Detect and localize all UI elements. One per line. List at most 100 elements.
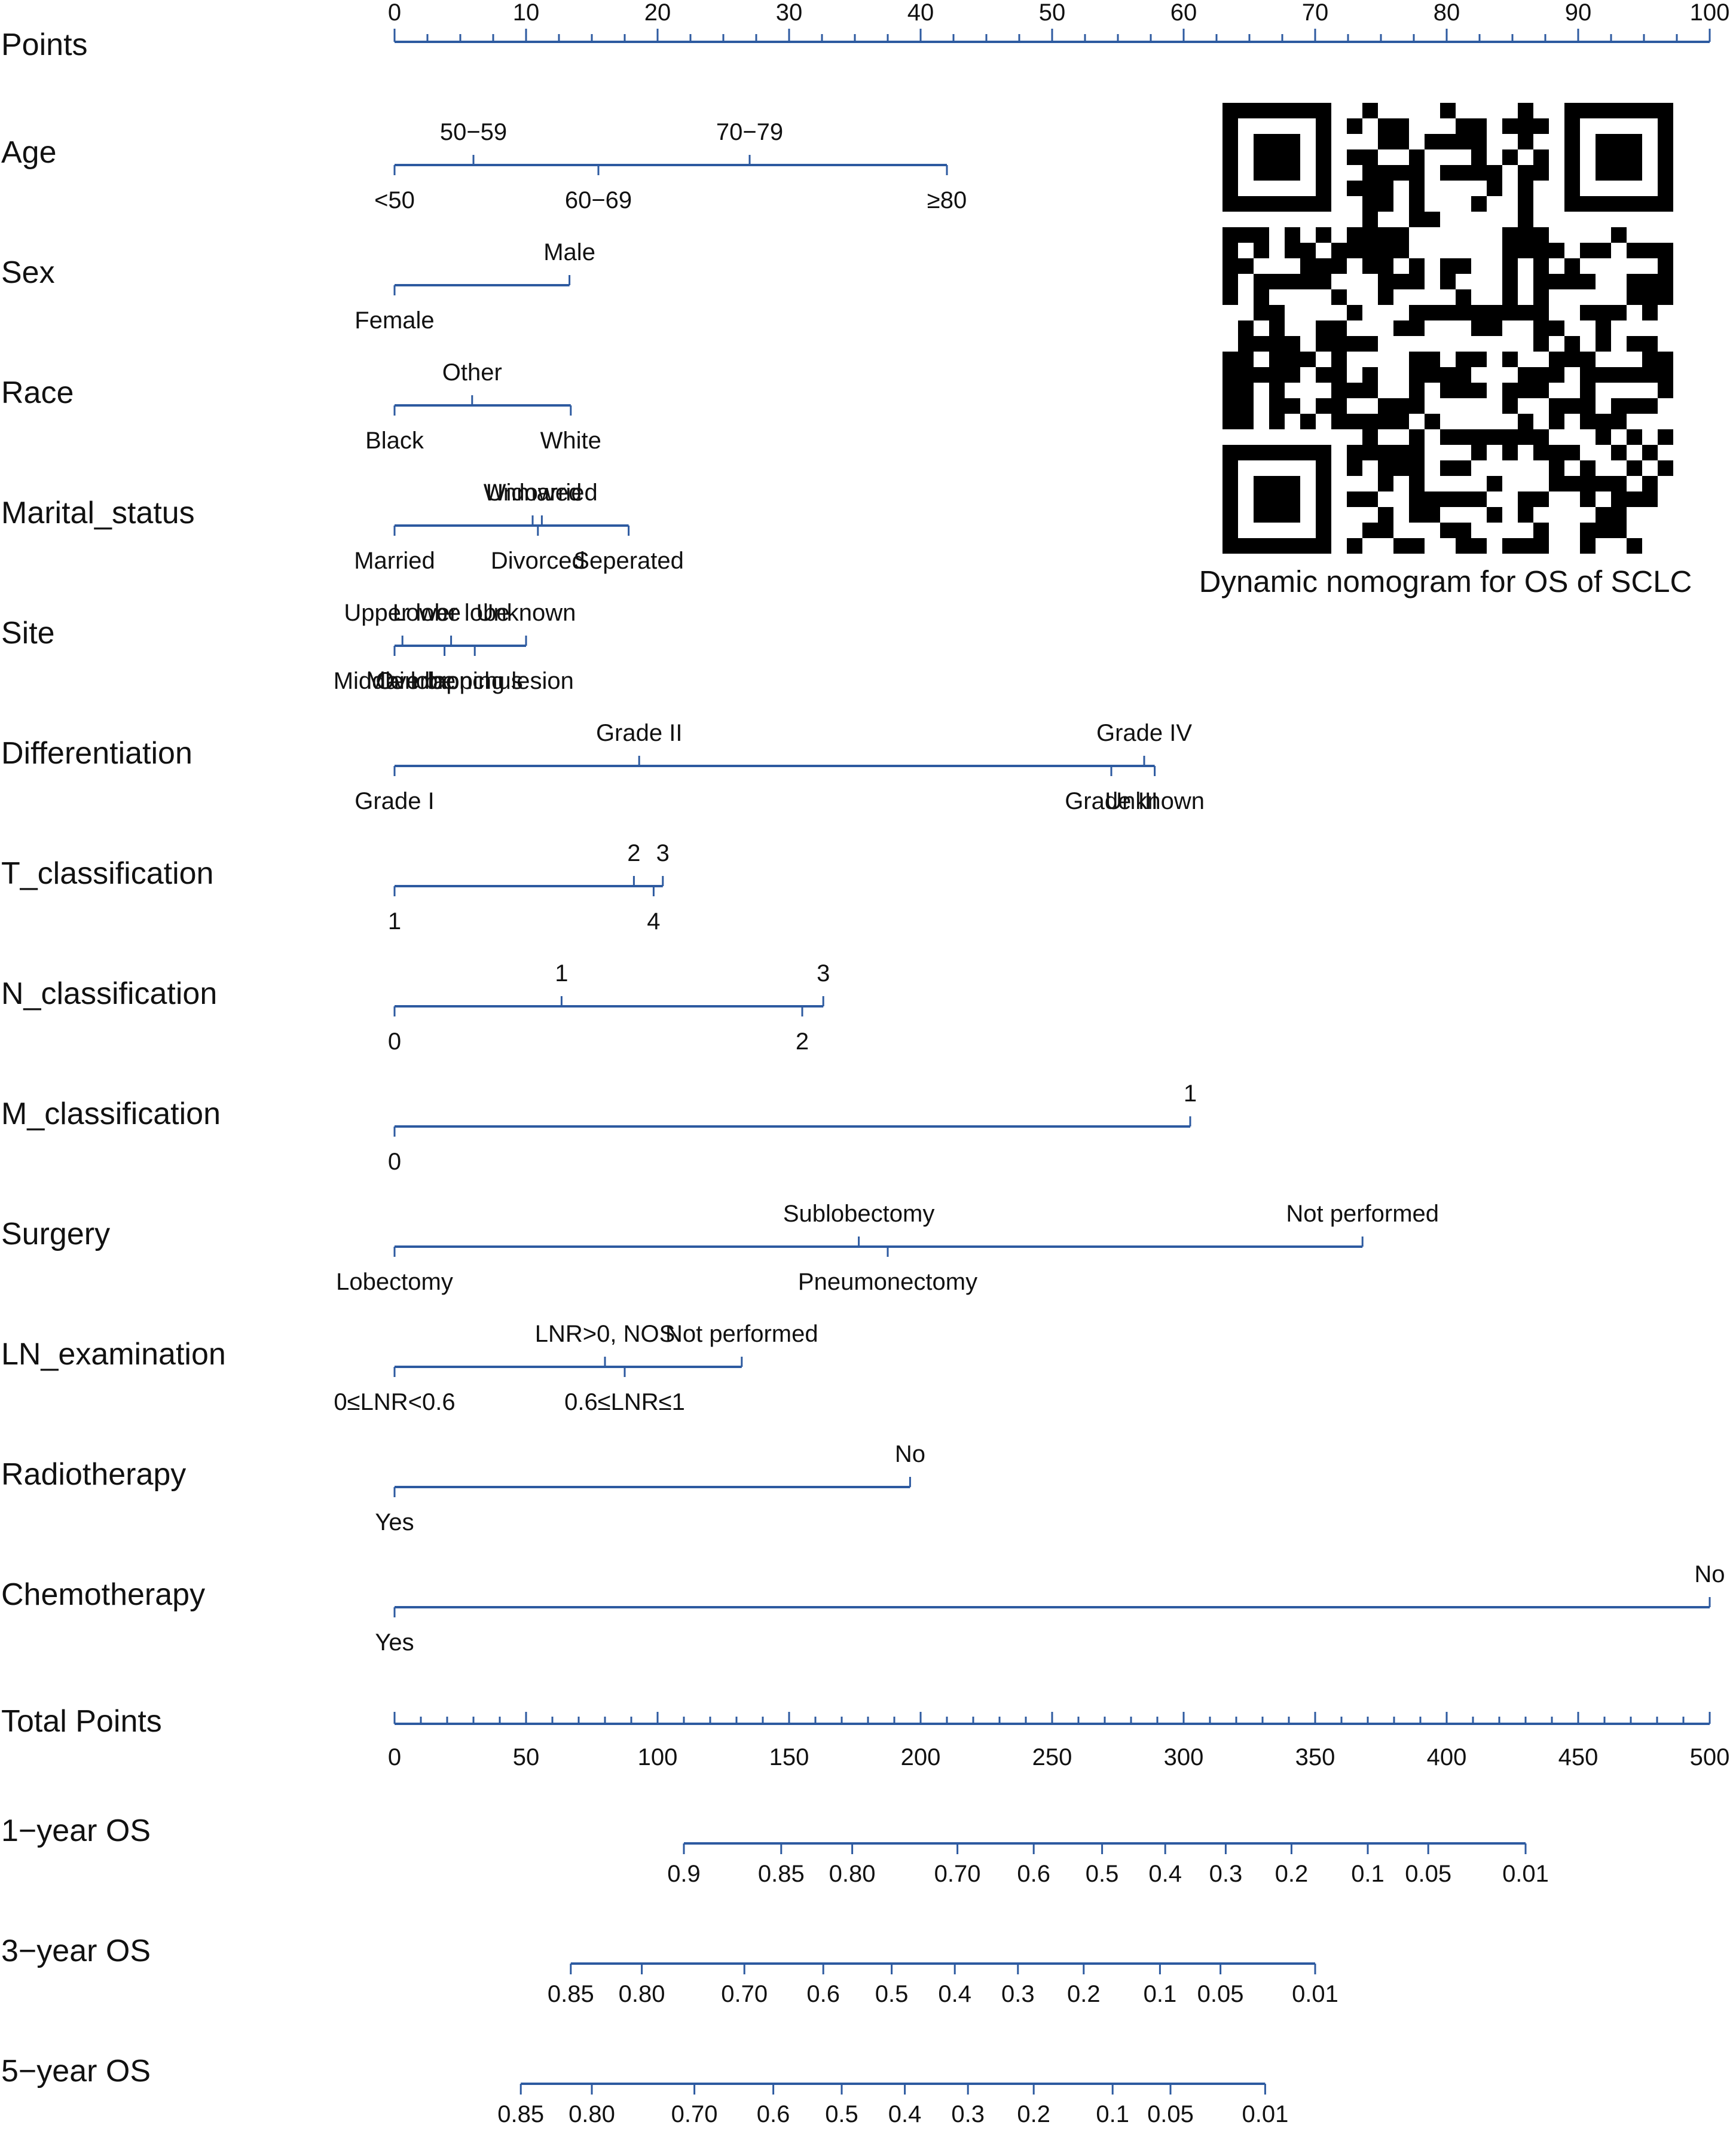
qr-module	[1254, 134, 1269, 149]
qr-module	[1658, 460, 1673, 476]
qr-module	[1285, 538, 1300, 554]
prob-tick-label-5-year-os: 0.2	[1017, 2101, 1050, 2127]
points-axis-tick-label: 30	[776, 0, 803, 26]
qr-module	[1425, 491, 1440, 507]
total-points-axis-tick-label: 150	[769, 1744, 809, 1770]
qr-module	[1502, 429, 1518, 445]
points-axis-tick-label: 50	[1039, 0, 1066, 26]
qr-module	[1658, 134, 1673, 149]
qr-module	[1518, 305, 1533, 320]
qr-module	[1409, 429, 1425, 445]
variable-label-marital-status: Marital_status	[1, 496, 195, 530]
qr-module	[1222, 538, 1238, 554]
qr-module	[1440, 165, 1456, 181]
qr-module	[1611, 227, 1627, 243]
qr-module	[1658, 274, 1673, 289]
prob-tick-label-3-year-os: 0.80	[619, 1981, 665, 2007]
points-axis-tick-label: 100	[1690, 0, 1730, 26]
level-label-surgery: Pneumonectomy	[798, 1269, 977, 1295]
qr-module	[1238, 538, 1254, 554]
qr-module	[1533, 305, 1549, 320]
qr-module	[1518, 367, 1533, 383]
qr-module	[1300, 274, 1316, 289]
total-points-axis-tick-label: 400	[1427, 1744, 1467, 1770]
qr-module	[1238, 320, 1254, 336]
qr-module	[1222, 274, 1238, 289]
qr-module	[1254, 445, 1269, 460]
qr-module	[1440, 258, 1456, 274]
qr-module	[1440, 460, 1456, 476]
qr-module	[1316, 149, 1331, 165]
total-points-axis-tick-label: 450	[1558, 1744, 1599, 1770]
qr-module	[1533, 320, 1549, 336]
qr-module	[1627, 243, 1642, 258]
prob-tick-label-5-year-os: 0.4	[888, 2101, 922, 2127]
variable-label-differentiation: Differentiation	[1, 736, 192, 771]
qr-module	[1611, 398, 1627, 414]
qr-module	[1549, 274, 1564, 289]
qr-module	[1487, 429, 1502, 445]
qr-module	[1378, 243, 1393, 258]
level-label-ln-examination: 0.6≤LNR≤1	[564, 1389, 685, 1415]
prob-tick-label-5-year-os: 0.01	[1242, 2101, 1288, 2127]
qr-module	[1254, 336, 1269, 352]
qr-module	[1222, 165, 1238, 181]
level-label-m-classification: 0	[388, 1149, 401, 1175]
qr-code[interactable]	[1222, 103, 1673, 554]
qr-module	[1285, 445, 1300, 460]
qr-module	[1316, 181, 1331, 196]
qr-module	[1564, 134, 1580, 149]
qr-module	[1269, 476, 1285, 491]
total-points-axis-tick-label: 350	[1295, 1744, 1335, 1770]
qr-module	[1627, 429, 1642, 445]
qr-module	[1393, 134, 1409, 149]
qr-module	[1518, 538, 1533, 554]
level-label-race: Other	[442, 359, 502, 386]
qr-module	[1658, 196, 1673, 212]
level-label-race: White	[540, 428, 601, 454]
qr-module	[1378, 274, 1393, 289]
qr-module	[1658, 383, 1673, 398]
qr-module	[1471, 320, 1487, 336]
qr-module	[1502, 383, 1518, 398]
level-label-radiotherapy: Yes	[375, 1509, 414, 1535]
qr-module	[1456, 491, 1471, 507]
qr-module	[1611, 414, 1627, 429]
qr-module	[1658, 149, 1673, 165]
qr-module	[1456, 538, 1471, 554]
qr-module	[1378, 258, 1393, 274]
qr-module	[1611, 305, 1627, 320]
qr-module	[1440, 367, 1456, 383]
qr-module	[1238, 352, 1254, 367]
qr-module	[1471, 429, 1487, 445]
total-points-axis-tick-label: 250	[1032, 1744, 1072, 1770]
qr-module	[1456, 165, 1471, 181]
qr-module	[1518, 491, 1533, 507]
qr-module	[1269, 414, 1285, 429]
qr-module	[1393, 414, 1409, 429]
prob-tick-label-1-year-os: 0.5	[1086, 1861, 1119, 1887]
qr-module	[1487, 507, 1502, 523]
qr-module	[1409, 445, 1425, 460]
qr-module	[1285, 134, 1300, 149]
qr-module	[1580, 103, 1596, 118]
qr-module	[1347, 181, 1362, 196]
qr-module	[1580, 274, 1596, 289]
qr-module	[1596, 103, 1611, 118]
qr-module	[1533, 367, 1549, 383]
prob-tick-label-3-year-os: 0.70	[721, 1981, 768, 2007]
qr-module	[1642, 367, 1658, 383]
level-label-sex: Female	[354, 307, 434, 334]
qr-module	[1222, 196, 1238, 212]
qr-module	[1331, 383, 1347, 398]
qr-module	[1347, 460, 1362, 476]
prob-tick-label-1-year-os: 0.05	[1405, 1861, 1451, 1887]
qr-module	[1533, 336, 1549, 352]
qr-module	[1533, 227, 1549, 243]
qr-module	[1642, 274, 1658, 289]
qr-module	[1518, 165, 1533, 181]
total-points-axis-tick-label: 500	[1690, 1744, 1730, 1770]
qr-module	[1316, 196, 1331, 212]
qr-module	[1564, 103, 1580, 118]
